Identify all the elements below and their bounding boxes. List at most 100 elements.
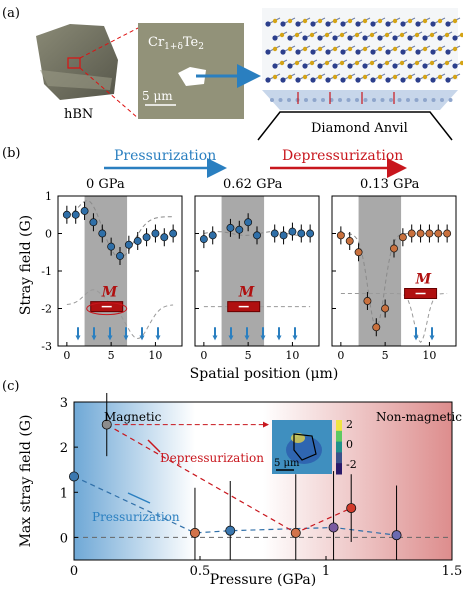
data-point bbox=[101, 419, 112, 430]
nv-arrow-head bbox=[91, 335, 97, 341]
data-point bbox=[363, 297, 372, 305]
data-point bbox=[244, 218, 253, 227]
sample-micrograph: Cr1+δTe2 5 μm bbox=[138, 23, 244, 119]
data-point bbox=[336, 231, 345, 240]
x-tick-label: 5 bbox=[245, 349, 252, 362]
data-point bbox=[80, 207, 89, 215]
nv-arrow-head bbox=[123, 335, 129, 341]
data-point bbox=[98, 229, 107, 238]
data-point bbox=[151, 229, 160, 238]
nv-arrow-head bbox=[107, 335, 113, 341]
colorbar-tick-label: 2 bbox=[346, 418, 353, 431]
y-tick-label: 0 bbox=[60, 531, 68, 546]
hbn-flake-image bbox=[30, 10, 126, 100]
nv-arrow-head bbox=[75, 335, 81, 341]
y-tick-label: 0 bbox=[45, 228, 52, 241]
data-point bbox=[89, 218, 98, 227]
colorbar-segment bbox=[336, 463, 342, 475]
data-point bbox=[434, 229, 443, 238]
max-stray-field-plot: 0 1 2 3 0 0.5 1 1.5 Max stray field (G) Pressure … bbox=[18, 392, 463, 588]
x-tick-label: 0 bbox=[200, 349, 207, 362]
colorbar-segment bbox=[336, 420, 342, 432]
depressurization-annotation: Depressurization bbox=[160, 451, 264, 465]
data-point bbox=[225, 525, 236, 536]
data-point bbox=[199, 235, 208, 244]
y-tick-label: 1 bbox=[60, 486, 68, 501]
profile-curve bbox=[66, 289, 174, 340]
data-point bbox=[270, 229, 279, 238]
data-point bbox=[226, 223, 235, 232]
profile-curve bbox=[340, 293, 448, 344]
data-point bbox=[279, 231, 288, 240]
nv-arrow-head bbox=[292, 335, 298, 341]
pressure-label-1: 0 GPa bbox=[86, 177, 125, 192]
y-tick-label: -3 bbox=[41, 340, 52, 353]
colorbar-segment bbox=[336, 452, 342, 464]
y-tick-label: -1 bbox=[41, 265, 52, 278]
hbn-label: hBN bbox=[64, 107, 93, 122]
pressurization-tick bbox=[127, 492, 151, 504]
x-tick-label: 10 bbox=[285, 349, 299, 362]
data-point bbox=[328, 522, 339, 533]
depressurization-tick bbox=[147, 439, 161, 453]
data-point bbox=[235, 225, 244, 234]
panel-c-label: (c) bbox=[2, 379, 19, 394]
zoom-line-top bbox=[79, 27, 139, 59]
panel-c-xlabel: Pressure (GPa) bbox=[210, 572, 316, 588]
nv-arrow-head bbox=[260, 335, 266, 341]
y-tick-label: 1 bbox=[45, 190, 52, 203]
y-tick-label: 3 bbox=[60, 396, 68, 411]
data-point bbox=[69, 471, 80, 482]
data-point bbox=[306, 229, 315, 238]
sample-formula: Cr1+δTe2 bbox=[148, 35, 204, 52]
panel-a-label: (a) bbox=[2, 6, 20, 21]
x-tick-label: 0 bbox=[63, 349, 70, 362]
pressure-label-3: 0.13 GPa bbox=[360, 177, 420, 192]
data-point bbox=[354, 248, 363, 257]
data-point bbox=[253, 231, 261, 240]
data-point bbox=[189, 527, 200, 538]
colorbar-segment bbox=[336, 430, 342, 443]
data-point bbox=[391, 530, 402, 541]
data-point bbox=[288, 227, 297, 236]
data-point bbox=[297, 229, 306, 238]
magnet-label: M bbox=[415, 272, 432, 288]
data-point bbox=[142, 233, 151, 242]
nv-arrow-head bbox=[155, 335, 161, 341]
data-point bbox=[160, 233, 169, 242]
y-tick-label: -2 bbox=[41, 303, 52, 316]
y-tick-label: 2 bbox=[60, 441, 68, 456]
data-point bbox=[390, 244, 398, 253]
x-tick-label: 10 bbox=[422, 349, 436, 362]
panel-c-ylabel: Max stray field (G) bbox=[18, 415, 34, 548]
pressurization-label: Pressurization bbox=[114, 148, 216, 164]
magnet-ring bbox=[86, 302, 128, 316]
nv-arrow-head bbox=[429, 335, 435, 341]
data-point bbox=[346, 503, 357, 514]
data-point bbox=[407, 229, 416, 238]
x-tick-label: 1 bbox=[322, 564, 330, 579]
data-point bbox=[124, 240, 133, 249]
nv-arrow-head bbox=[413, 335, 419, 341]
data-point bbox=[416, 229, 425, 238]
data-point bbox=[290, 527, 301, 538]
nv-arrow-head bbox=[228, 335, 234, 341]
crystal-lattice bbox=[262, 8, 463, 110]
shaded-region bbox=[221, 196, 265, 346]
data-point bbox=[208, 231, 217, 240]
data-point bbox=[372, 323, 381, 332]
pressure-label-2: 0.62 GPa bbox=[223, 177, 283, 192]
data-point bbox=[133, 237, 142, 245]
model-curve bbox=[203, 231, 311, 236]
depressurization-label: Depressurization bbox=[282, 148, 403, 164]
data-point bbox=[443, 229, 452, 238]
nv-arrow-head bbox=[276, 335, 282, 341]
magnet-label: M bbox=[101, 285, 118, 301]
shaded-region bbox=[84, 196, 128, 346]
x-tick-label: 0 bbox=[70, 564, 78, 579]
x-tick-label: 0 bbox=[337, 349, 344, 362]
x-tick-label: 5 bbox=[382, 349, 389, 362]
x-tick-label: 1.5 bbox=[442, 564, 463, 579]
nv-arrow-head bbox=[212, 335, 218, 341]
